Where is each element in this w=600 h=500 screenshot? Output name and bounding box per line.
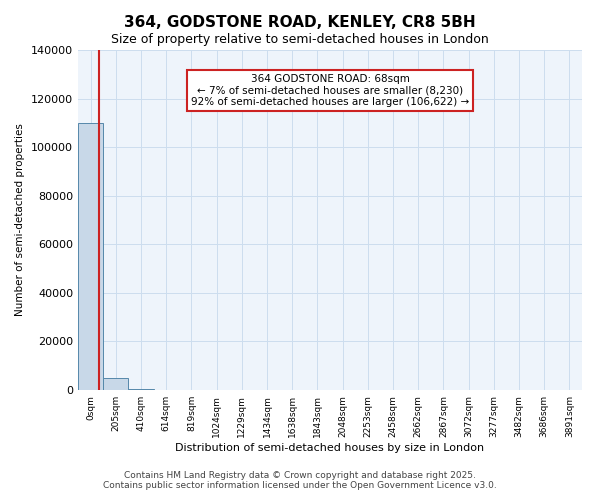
Text: 364 GODSTONE ROAD: 68sqm
← 7% of semi-detached houses are smaller (8,230)
92% of: 364 GODSTONE ROAD: 68sqm ← 7% of semi-de… [191, 74, 469, 107]
Text: 364, GODSTONE ROAD, KENLEY, CR8 5BH: 364, GODSTONE ROAD, KENLEY, CR8 5BH [124, 15, 476, 30]
Text: Contains HM Land Registry data © Crown copyright and database right 2025.
Contai: Contains HM Land Registry data © Crown c… [103, 470, 497, 490]
Bar [128, 389, 154, 390]
X-axis label: Distribution of semi-detached houses by size in London: Distribution of semi-detached houses by … [175, 442, 485, 452]
Y-axis label: Number of semi-detached properties: Number of semi-detached properties [16, 124, 25, 316]
Bar [78, 123, 103, 390]
Text: Size of property relative to semi-detached houses in London: Size of property relative to semi-detach… [111, 32, 489, 46]
Bar [103, 378, 128, 390]
